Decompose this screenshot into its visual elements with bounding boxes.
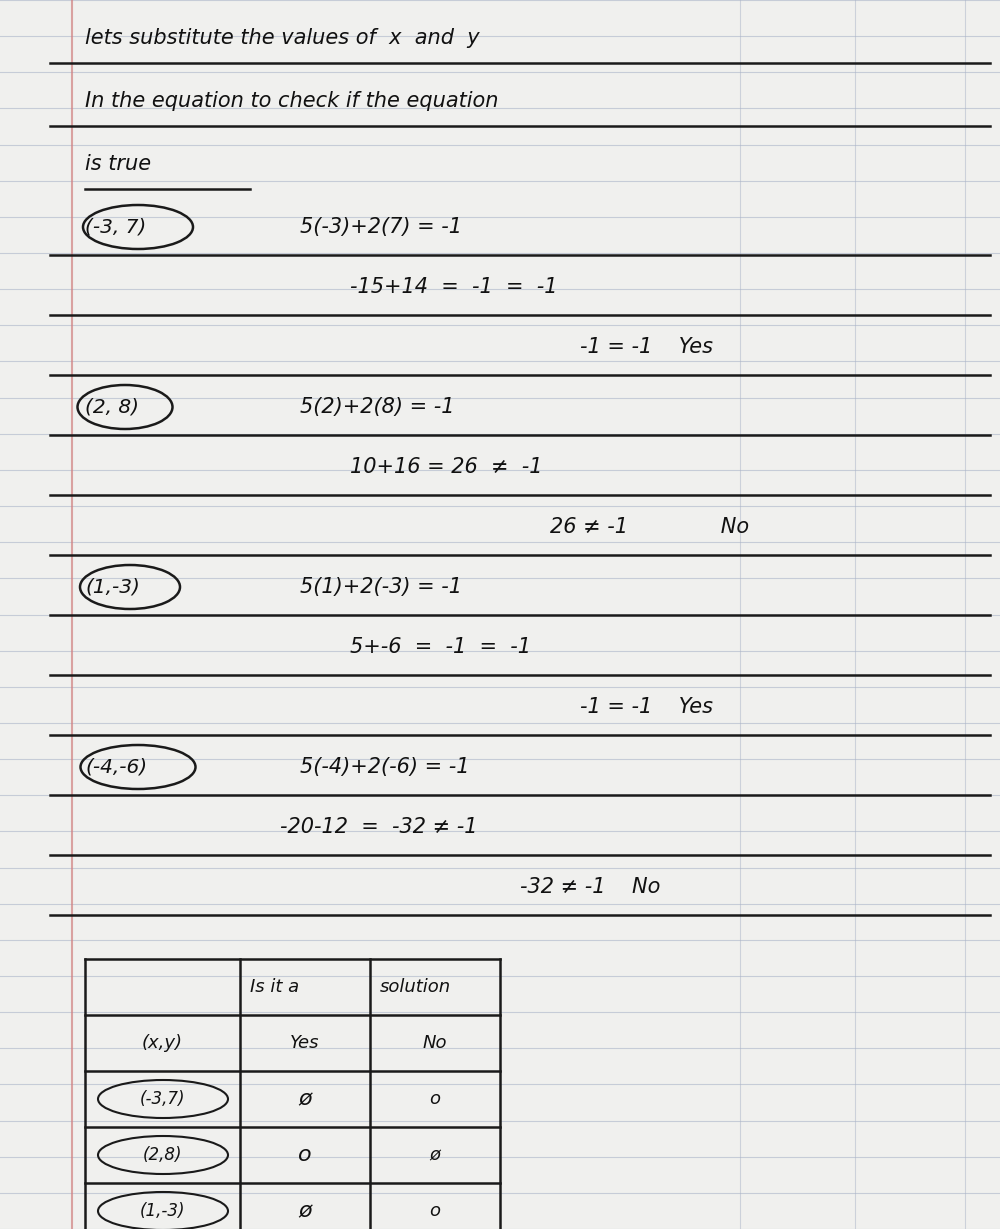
Text: lets substitute the values of  x  and  y: lets substitute the values of x and y <box>85 28 480 48</box>
Text: (2, 8): (2, 8) <box>85 397 139 417</box>
Text: Yes: Yes <box>290 1034 320 1052</box>
Text: -1 = -1    Yes: -1 = -1 Yes <box>580 337 713 356</box>
Text: (2,8): (2,8) <box>143 1145 182 1164</box>
Text: o: o <box>429 1202 440 1220</box>
Text: ø: ø <box>298 1089 312 1109</box>
Text: 10+16 = 26  ≠  -1: 10+16 = 26 ≠ -1 <box>350 457 542 477</box>
Text: -15+14  =  -1  =  -1: -15+14 = -1 = -1 <box>350 277 558 297</box>
Text: 5(-4)+2(-6) = -1: 5(-4)+2(-6) = -1 <box>300 757 470 777</box>
Text: (-3,7): (-3,7) <box>140 1090 185 1109</box>
Text: solution: solution <box>380 978 451 995</box>
Text: (1,-3): (1,-3) <box>140 1202 185 1220</box>
Text: 26 ≠ -1              No: 26 ≠ -1 No <box>550 517 749 537</box>
Text: o: o <box>298 1145 312 1165</box>
Text: (-3, 7): (-3, 7) <box>85 218 146 236</box>
Text: 5(2)+2(8) = -1: 5(2)+2(8) = -1 <box>300 397 454 417</box>
Text: (x,y): (x,y) <box>142 1034 183 1052</box>
Text: (-4,-6): (-4,-6) <box>85 757 147 777</box>
Text: (1,-3): (1,-3) <box>85 578 140 596</box>
Text: -32 ≠ -1    No: -32 ≠ -1 No <box>520 878 660 897</box>
Text: is true: is true <box>85 154 151 175</box>
Text: 5(-3)+2(7) = -1: 5(-3)+2(7) = -1 <box>300 218 462 237</box>
Text: No: No <box>423 1034 447 1052</box>
Text: -20-12  =  -32 ≠ -1: -20-12 = -32 ≠ -1 <box>280 817 478 837</box>
Text: 5+-6  =  -1  =  -1: 5+-6 = -1 = -1 <box>350 637 531 658</box>
Text: Is it a: Is it a <box>250 978 299 995</box>
Text: ø: ø <box>429 1145 440 1164</box>
Text: ø: ø <box>298 1201 312 1220</box>
Text: In the equation to check if the equation: In the equation to check if the equation <box>85 91 498 111</box>
Text: o: o <box>429 1090 440 1109</box>
Text: 5(1)+2(-3) = -1: 5(1)+2(-3) = -1 <box>300 576 462 597</box>
Text: -1 = -1    Yes: -1 = -1 Yes <box>580 697 713 717</box>
